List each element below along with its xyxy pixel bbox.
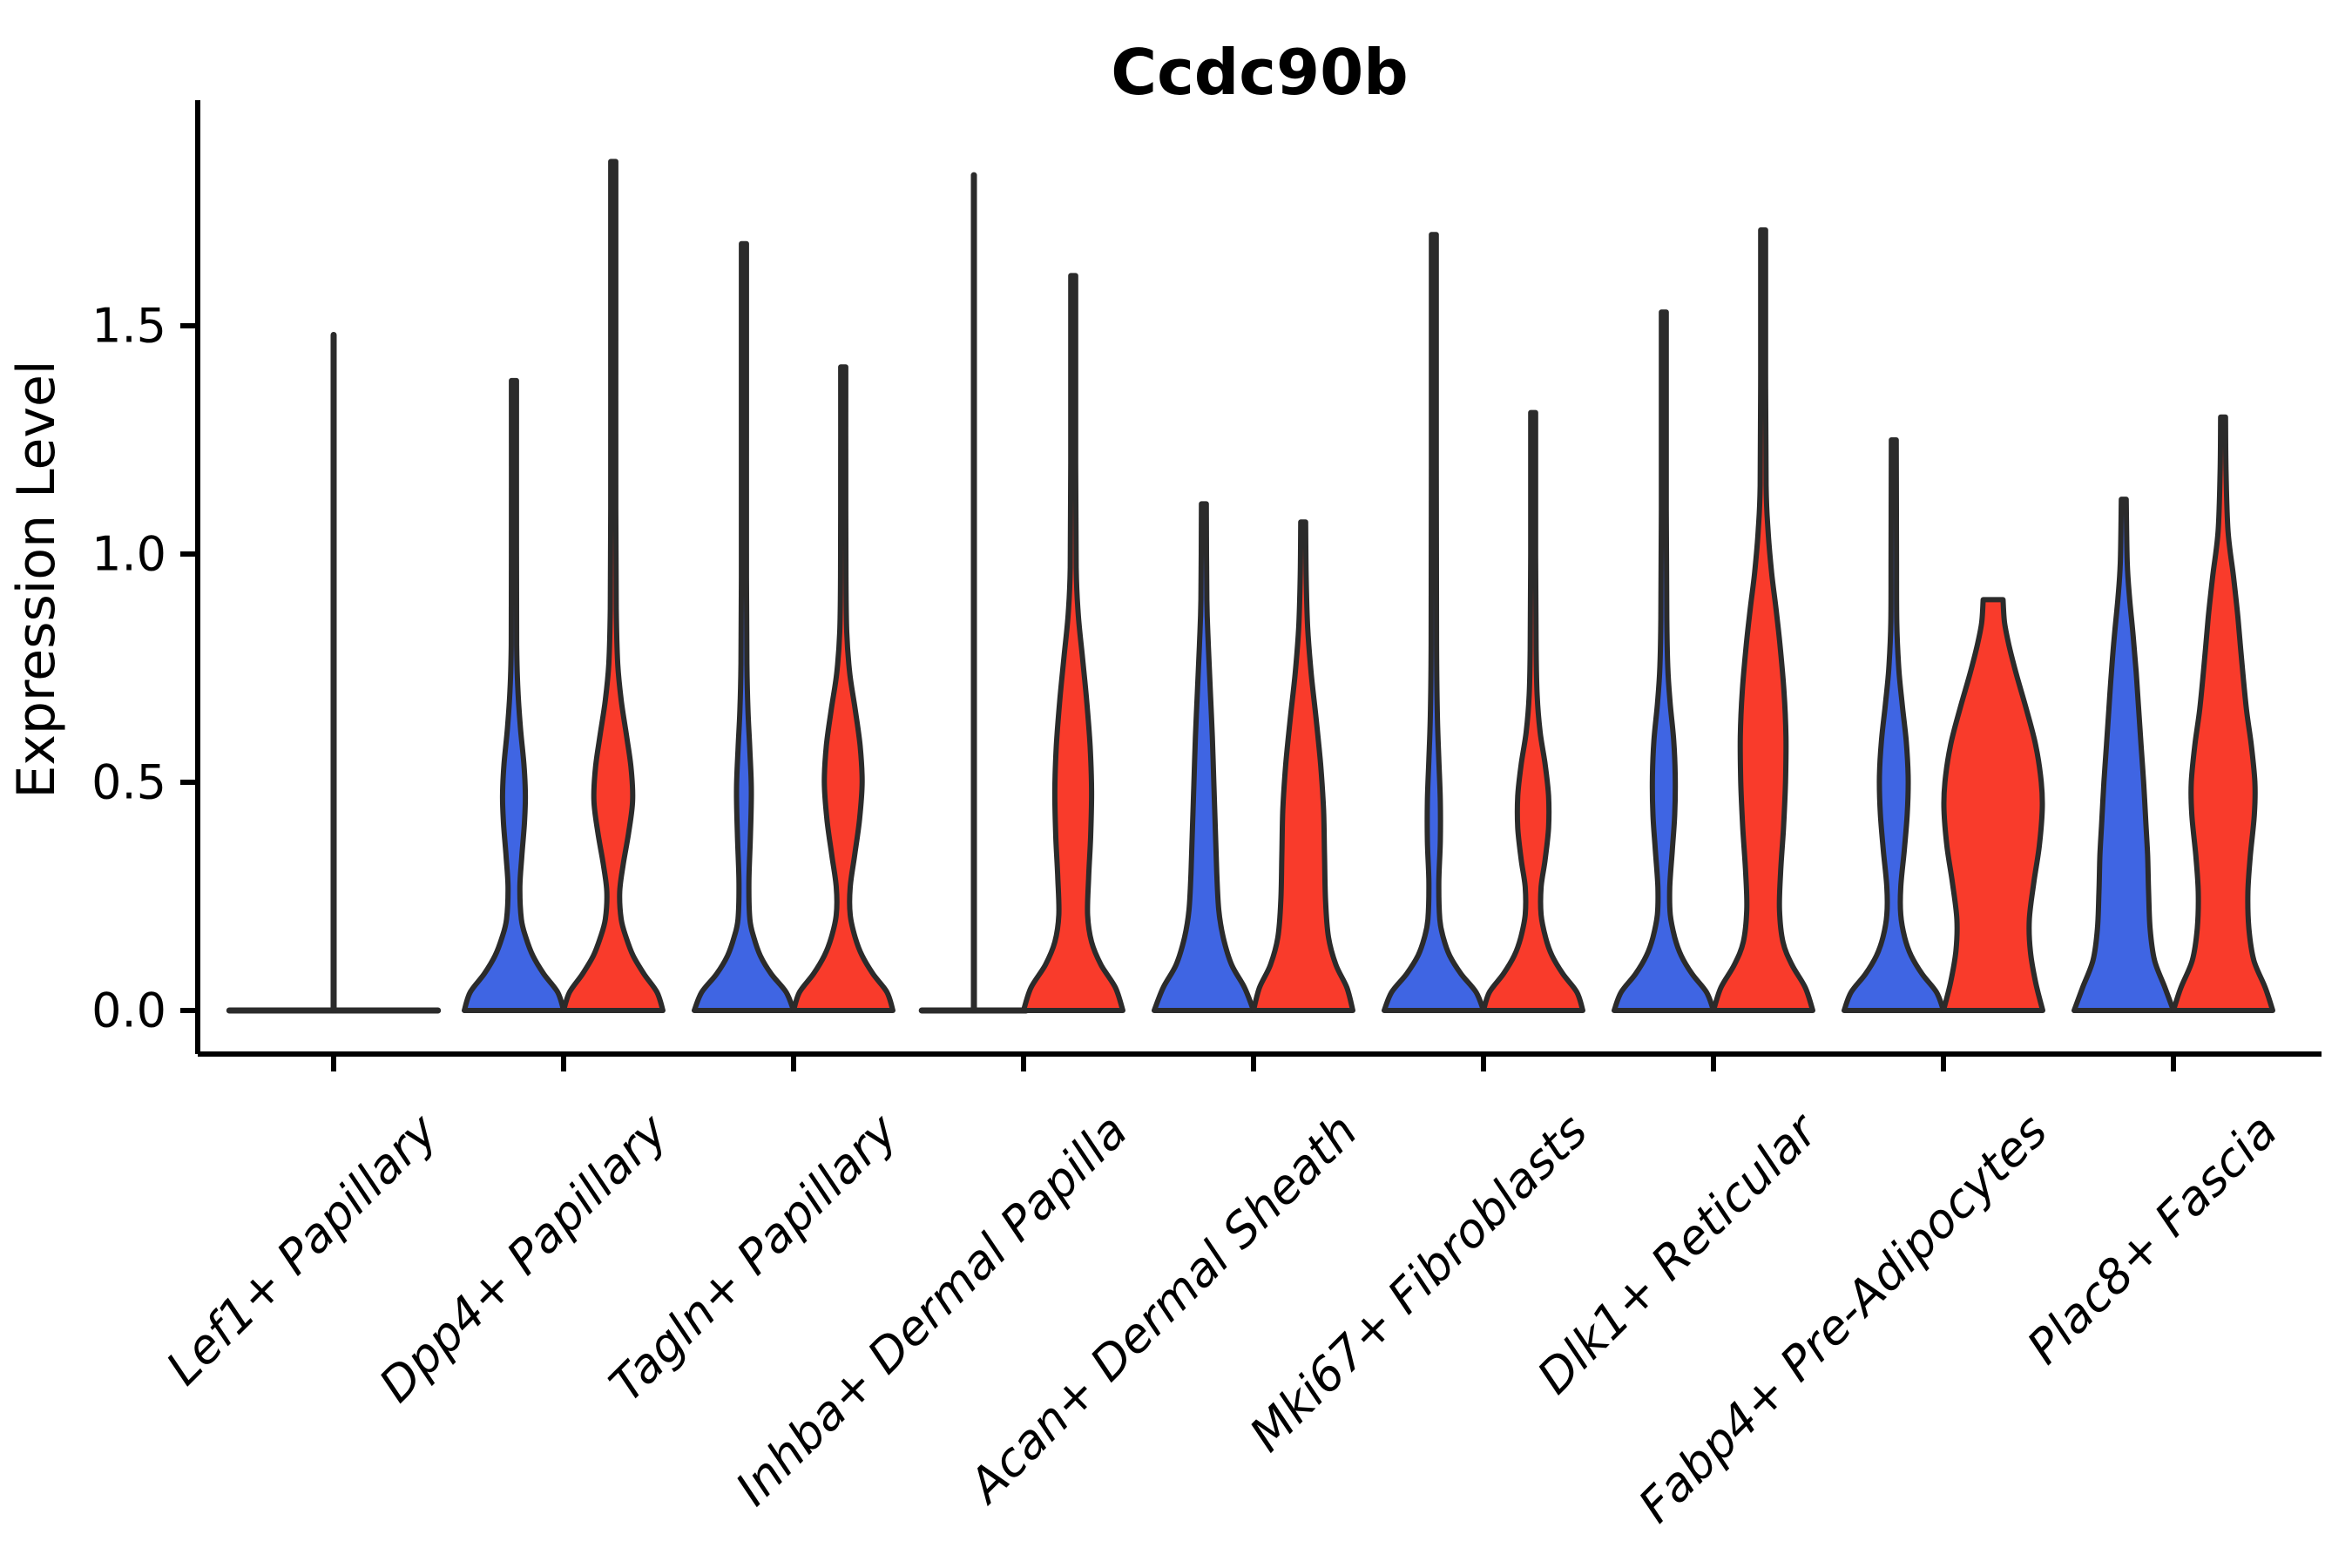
violin-dlk1-reticular-blue [1612, 309, 1716, 1013]
y-axis-label: Expression Level [6, 360, 67, 798]
violin-plac8-fascia-red [2171, 414, 2275, 1013]
axes: 0.0 0.5 1.0 1.5 [91, 100, 2322, 1071]
y-tick-label: 1.0 [91, 527, 166, 582]
violin-mki67-fibroblasts-blue [1382, 232, 1486, 1013]
x-tick-label-inhba-dermal-papilla: Inhba+ Dermal Papilla [725, 1104, 1138, 1517]
violin-inhba-dermal-papilla-red [1021, 273, 1125, 1013]
violin-plac8-fascia-blue [2072, 497, 2176, 1013]
violin-acan-dermal-sheath-blue [1152, 501, 1256, 1013]
chart-title: Ccdc90b [1111, 36, 1408, 109]
violin-mki67-fibroblasts-red [1481, 409, 1585, 1013]
violin-lef1-papillary-single [226, 331, 442, 1014]
y-tick-label: 1.5 [91, 299, 166, 354]
x-tick-label-fabp4-pre-adipocytes: Fabp4+ Pre-Adipocytes [1628, 1104, 2058, 1533]
violins [226, 159, 2275, 1014]
violin-fabp4-pre-adipocytes-red [1941, 597, 2045, 1013]
x-tick-label-acan-dermal-sheath: Acan+ Dermal Sheath [956, 1104, 1368, 1515]
x-tick-label-plac8-fascia: Plac8+ Fascia [2017, 1104, 2288, 1375]
y-tick-label: 0.0 [91, 983, 166, 1038]
y-tick-label: 0.5 [91, 755, 166, 810]
violin-acan-dermal-sheath-red [1251, 519, 1355, 1013]
violin-dlk1-reticular-red [1711, 227, 1815, 1013]
violin-dpp4-papillary-blue [462, 377, 566, 1013]
violin-tagln-papillary-blue [692, 240, 796, 1013]
violin-tagln-papillary-red [791, 364, 896, 1013]
violin-inhba-dermal-papilla-blue [918, 172, 1030, 1014]
violin-fabp4-pre-adipocytes-blue [1842, 437, 1946, 1013]
violin-dpp4-papillary-red [561, 159, 666, 1013]
